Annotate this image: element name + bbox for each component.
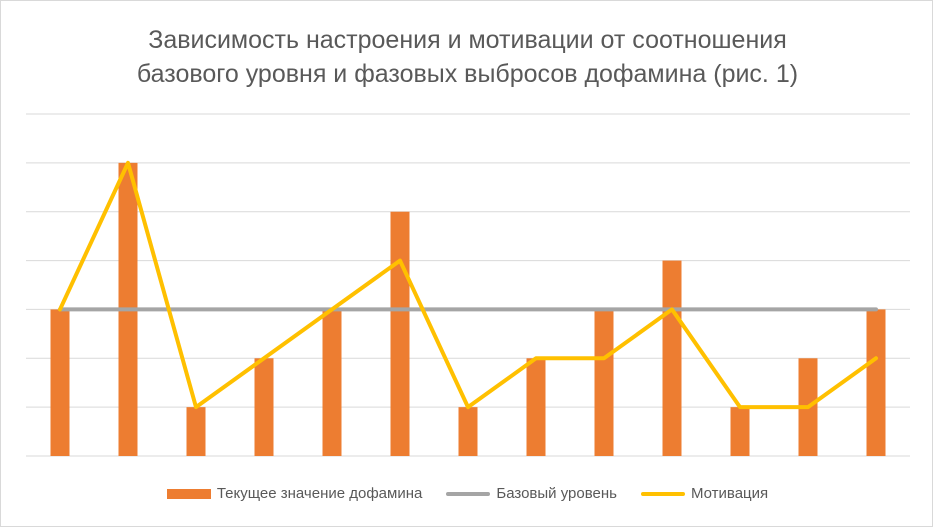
legend-item-motivation: Мотивация xyxy=(640,485,769,502)
chart-title-line-1: Зависимость настроения и мотивации от со… xyxy=(148,26,787,54)
legend-item-dopamine: Текущее значение дофамина xyxy=(166,485,423,502)
bar-dopamine xyxy=(390,211,410,456)
bar-dopamine xyxy=(526,358,546,456)
legend-label-dopamine: Текущее значение дофамина xyxy=(216,485,423,502)
legend-swatch-baseline xyxy=(446,491,491,496)
legend-label-motivation: Мотивация xyxy=(690,485,769,502)
bar-dopamine xyxy=(458,407,478,456)
bar-dopamine xyxy=(594,309,614,456)
chart-title: Зависимость настроения и мотивации от со… xyxy=(1,23,933,91)
legend-item-baseline: Базовый уровень xyxy=(446,485,617,502)
bar-dopamine xyxy=(662,260,682,456)
bar-dopamine xyxy=(186,407,206,456)
chart-title-line-2: базового уровня и фазовых выбросов дофам… xyxy=(136,60,799,88)
legend-label-baseline: Базовый уровень xyxy=(496,485,617,502)
bar-dopamine xyxy=(50,309,70,456)
bar-dopamine xyxy=(866,309,886,456)
legend-swatch-motivation xyxy=(640,491,685,496)
bar-dopamine xyxy=(322,309,342,456)
chart-legend: Текущее значение дофамина Базовый уровен… xyxy=(1,485,933,502)
line-motivation xyxy=(58,160,878,410)
legend-swatch-dopamine xyxy=(166,488,211,499)
bar-dopamine xyxy=(730,407,750,456)
bar-dopamine xyxy=(254,358,274,456)
